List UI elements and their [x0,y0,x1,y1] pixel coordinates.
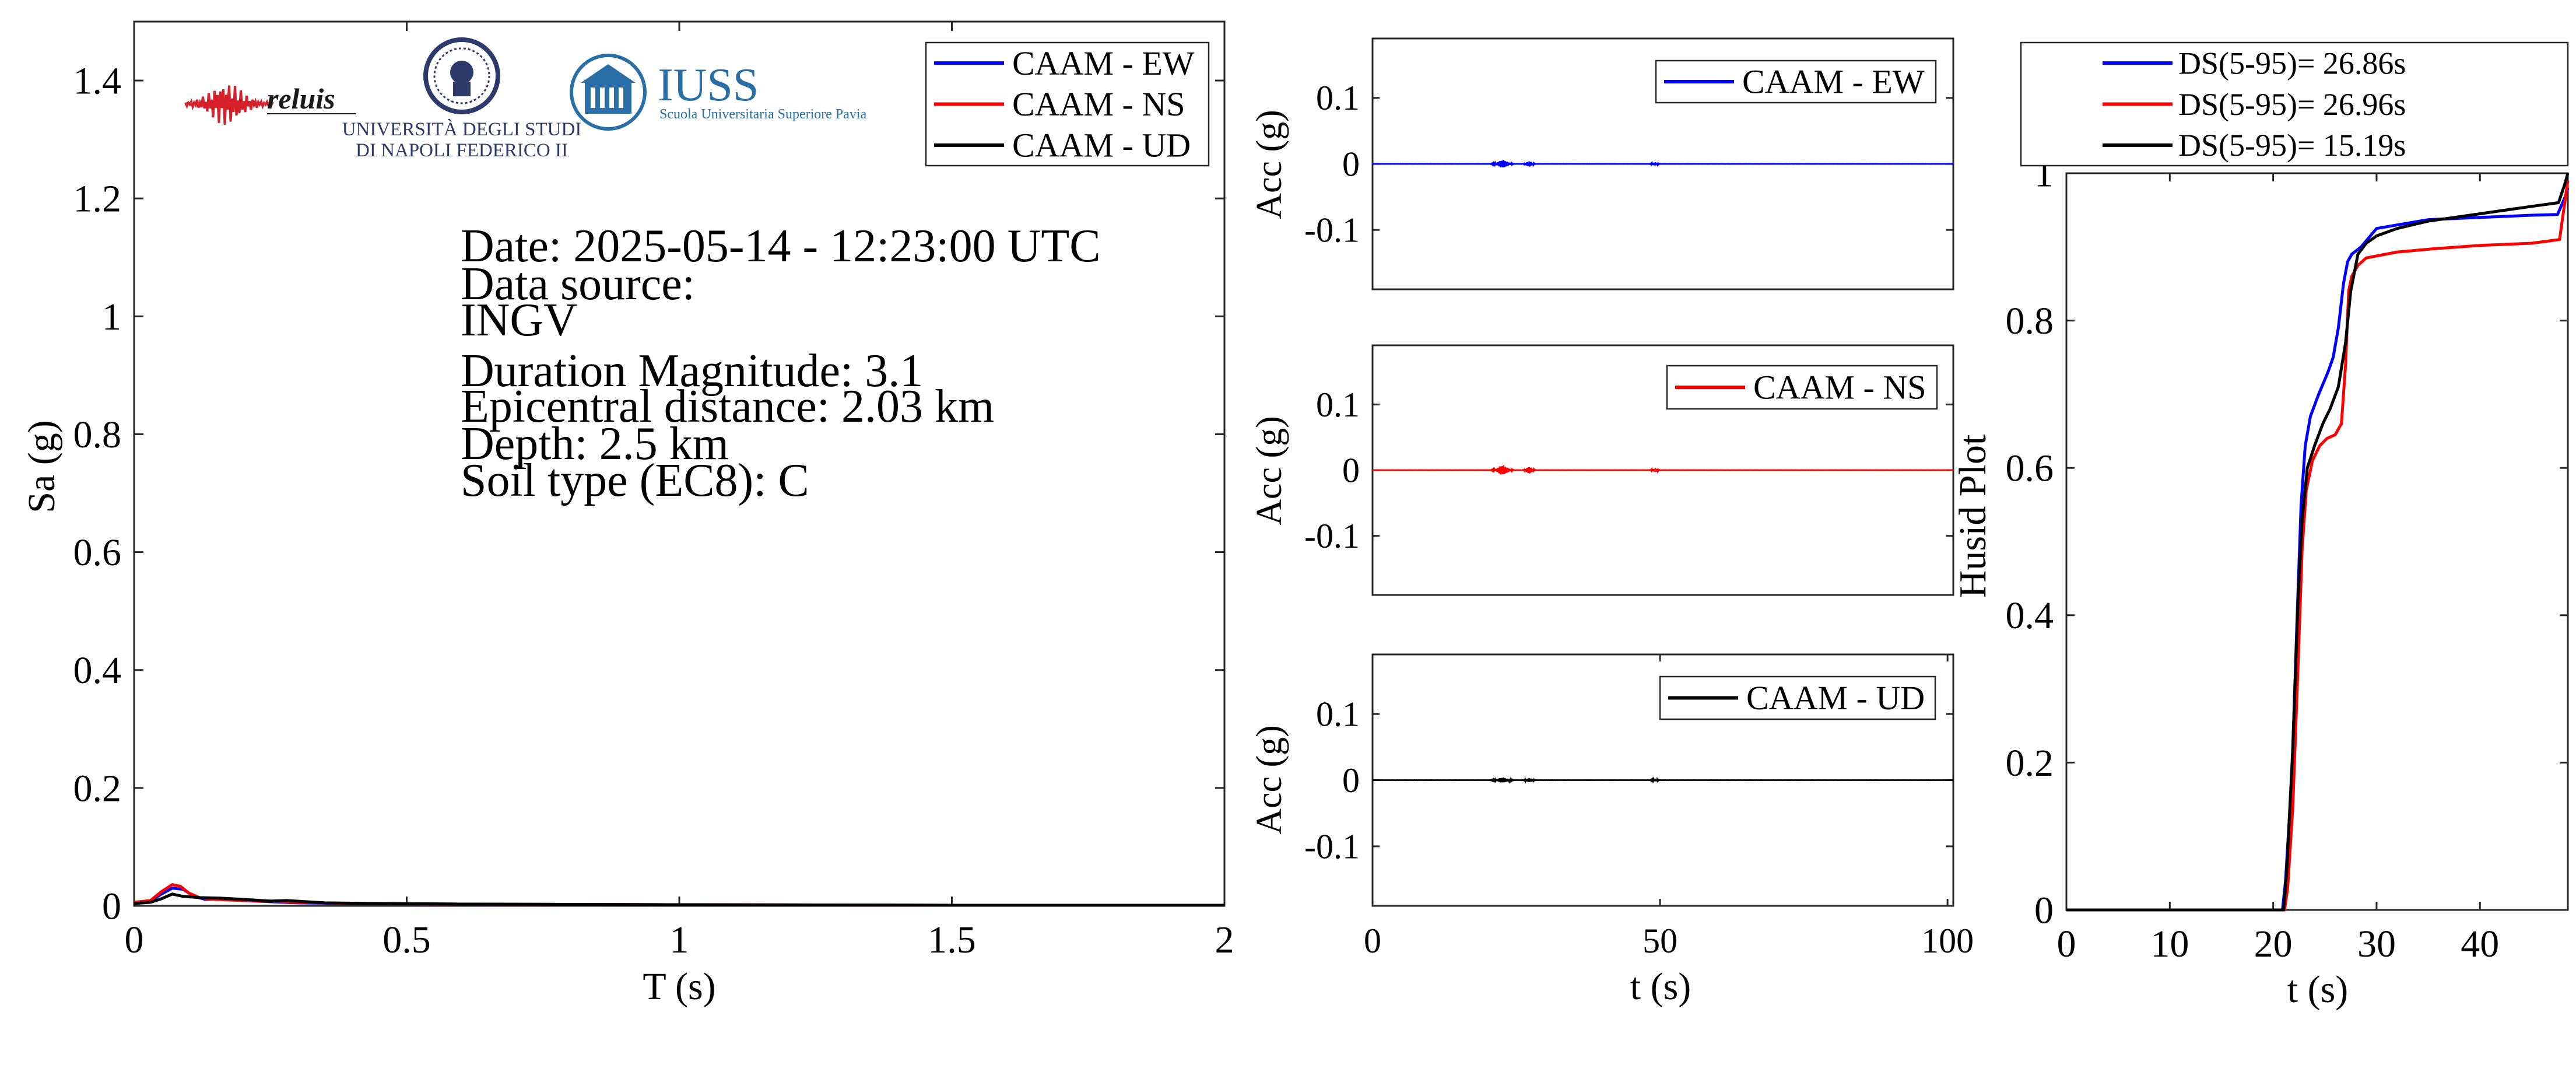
acc-ew-ylabel: Acc (g) [1250,110,1289,219]
husid-ytick-label: 0.6 [2006,447,2054,490]
spectrum-ytick-label: 1.2 [73,178,122,220]
acc-ud-chart: Acc (g) t (s) 0.1 0 -0.1 0 50 100 CAAM - UD [1250,653,1974,1008]
acc-ew-ytick-label: 0 [1342,145,1360,183]
acc-ns-ylabel: Acc (g) [1250,416,1289,526]
husid-xtick-label: 40 [2461,923,2499,965]
acc-ud-xtick-label: 50 [1643,922,1677,960]
spectrum-xtick-label: 0 [125,919,144,961]
spectrum-series-line [134,892,1224,907]
data-source-label: Data source: [461,258,695,310]
acc-ew-ytick-label: -0.1 [1304,211,1360,250]
acc-ns-legend-label: CAAM - NS [1753,369,1926,407]
unina-logo: UNIVERSITÀ DEGLI STUDI DI NAPOLI FEDERIC… [342,37,582,161]
husid-ytick-label: 0.8 [2006,300,2054,342]
spectrum-ytick-label: 0 [102,885,121,927]
husid-ytick-label: 0.2 [2006,742,2054,785]
spectrum-xtick-label: 0.5 [382,919,431,961]
husid-xtick-label: 20 [2254,923,2293,965]
reluis-seismogram-mark [184,85,274,125]
husid-ylabel: Husid Plot [1952,435,1994,598]
acc-ns-series-line [1372,465,1954,475]
acc-ud-xtick-label: 100 [1921,922,1974,960]
depth: Depth: 2.5 km [461,418,729,470]
acc-ns-ytick-label: -0.1 [1304,517,1360,555]
acc-ud-xlabel: t (s) [1630,965,1691,1008]
acc-ud-ylabel: Acc (g) [1250,725,1289,835]
spectrum-chart: Sa (g) T (s) reluis UNIVERSITÀ DEGLI STU… [20,20,1234,1008]
spectrum-ytick-label: 0.8 [73,414,122,456]
spectrum-ylabel: Sa (g) [20,420,63,513]
unina-logo-line2: DI NAPOLI FEDERICO II [356,140,568,161]
acc-ud-legend-label: CAAM - UD [1746,679,1925,717]
iuss-logo-title: IUSS [658,59,759,111]
husid-xtick-label: 30 [2357,923,2396,965]
data-source-value: INGV [461,295,577,346]
husid-xtick-label: 10 [2150,923,2189,965]
husid-ytick-label: 0.4 [2006,594,2054,637]
acc-ns-ytick-label: 0 [1342,451,1360,489]
duration-magnitude: Duration Magnitude: 3.1 [461,345,923,397]
acc-ud-xtick-label: 0 [1364,922,1381,960]
spectrum-xtick-label: 2 [1215,919,1234,961]
husid-series-line [2066,180,2570,912]
acc-ew-series-line [1372,160,1954,168]
husid-series-line [2066,173,2570,912]
spectrum-legend-label: CAAM - NS [1012,85,1185,123]
soil-type: Soil type (EC8): C [461,455,809,506]
unina-logo-line1: UNIVERSITÀ DEGLI STUDI [342,118,582,140]
acc-ew-legend-label: CAAM - EW [1742,63,1925,101]
husid-legend-label: DS(5-95)= 26.86s [2178,46,2406,81]
acc-ud-series-line [1372,776,1954,784]
acc-ew-ytick-label: 0.1 [1316,79,1360,117]
acc-ew-chart: Acc (g) 0.1 0 -0.1 CAAM - EW [1250,37,1954,290]
husid-chart: Husid Plot t (s) 00.20.40.60.810 10 20 30 40… [1952,41,2570,1011]
reluis-logo: reluis [184,82,356,125]
reluis-logo-text: reluis [267,82,335,115]
husid-xtick-label: 0 [2057,923,2076,965]
husid-legend-label: DS(5-95)= 26.96s [2178,87,2406,122]
spectrum-ytick-label: 0.4 [73,649,122,692]
iuss-logo-subtitle: Scuola Universitaria Superiore Pavia [659,107,867,122]
epicentral-distance: Epicentral distance: 2.03 km [461,381,994,432]
spectrum-ytick-label: 1.4 [73,60,122,103]
husid-legend-label: DS(5-95)= 15.19s [2178,128,2406,163]
husid-plot-frame [2065,172,2569,911]
husid-xlabel: t (s) [2287,968,2348,1011]
acc-ud-ytick-label: 0.1 [1316,695,1360,733]
spectrum-xtick-label: 1.5 [928,919,976,961]
spectrum-ytick-label: 0.2 [73,767,122,810]
spectrum-legend-label: CAAM - UD [1012,127,1191,164]
acc-ns-chart: Acc (g) 0.1 0 -0.1 CAAM - NS [1250,344,1954,596]
acc-ns-ytick-label: 0.1 [1316,386,1360,424]
event-info: Date: 2025-05-14 - 12:23:00 UTC Data sou… [461,220,1101,506]
spectrum-ytick-label: 0.6 [73,531,122,574]
spectrum-legend-label: CAAM - EW [1012,44,1195,82]
spectrum-ytick-label: 1 [102,296,121,338]
iuss-logo: IUSS Scuola Universitaria Superiore Pavi… [570,54,867,131]
acc-ud-ytick-label: -0.1 [1304,827,1360,866]
acc-ud-ytick-label: 0 [1342,761,1360,800]
spectrum-xlabel: T (s) [643,965,715,1008]
event-date: Date: 2025-05-14 - 12:23:00 UTC [461,220,1101,272]
spectrum-xtick-label: 1 [670,919,689,961]
husid-ytick-label: 0 [2034,889,2054,932]
